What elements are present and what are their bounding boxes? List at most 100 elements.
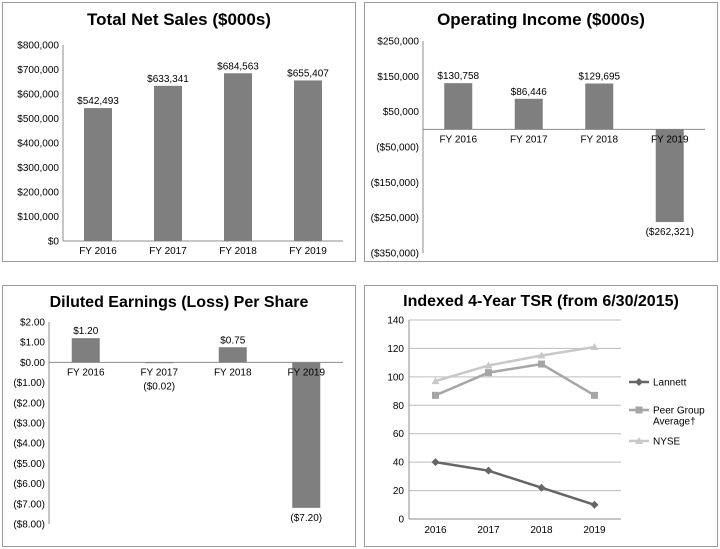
y-tick-label: $0 <box>48 237 60 248</box>
data-label: $542,493 <box>77 96 119 107</box>
y-tick-label: ($50,000) <box>376 143 419 154</box>
net-sales-bar-chart: $0 $100,000 $200,000 $300,000 $400,000 $500,0… <box>17 41 343 257</box>
data-point <box>484 466 493 475</box>
net-sales-chart-title: Total Net Sales ($000s) <box>87 10 271 29</box>
data-point <box>431 377 440 385</box>
y-tick-label: $50,000 <box>383 107 420 118</box>
data-label: ($7.20) <box>290 513 322 524</box>
y-tick-label: $300,000 <box>17 163 59 174</box>
data-label: $86,446 <box>511 87 548 98</box>
tsr-chart-title: Indexed 4-Year TSR (from 6/30/2015) <box>403 293 679 310</box>
data-label: ($0.02) <box>143 381 175 392</box>
y-tick-label: $500,000 <box>17 114 59 125</box>
data-label: $0.75 <box>220 335 245 346</box>
bar <box>655 129 684 223</box>
x-tick-label: 2016 <box>424 525 447 536</box>
x-tick-label: FY 2017 <box>140 367 178 378</box>
y-tick-label: ($7.00) <box>13 499 45 510</box>
y-tick-label: 100 <box>387 372 404 383</box>
y-tick-label: ($150,000) <box>371 178 419 189</box>
y-tick-label: $150,000 <box>377 72 419 83</box>
operating-income-chart-panel: Operating Income ($000s) $250,000 $150,00… <box>364 2 718 262</box>
data-label: $130,758 <box>437 71 479 82</box>
y-tick-label: $0.00 <box>20 358 45 369</box>
y-tick-label: ($2.00) <box>13 398 45 409</box>
x-tick-label: FY 2017 <box>149 246 187 257</box>
data-label: ($262,321) <box>646 227 694 238</box>
bar <box>224 73 252 241</box>
eps-chart-title: Diluted Earnings (Loss) Per Share <box>49 294 309 311</box>
tsr-line-chart: 0 20 40 60 80 100 120 140 2016 2017 2018 2019 Lannet… <box>387 316 705 537</box>
y-tick-label: ($4.00) <box>13 439 45 450</box>
y-tick-label: $700,000 <box>17 65 59 76</box>
series-line <box>435 460 595 506</box>
x-tick-label: FY 2018 <box>219 246 257 257</box>
bar <box>514 98 543 130</box>
bar <box>154 85 182 241</box>
x-tick-label: 2019 <box>583 525 606 536</box>
data-label: $633,341 <box>147 74 189 85</box>
y-tick-label: $200,000 <box>17 188 59 199</box>
series-line <box>435 345 595 383</box>
y-tick-label: ($250,000) <box>371 213 419 224</box>
bar <box>84 108 112 241</box>
data-label: $129,695 <box>578 72 620 83</box>
y-tick-label: 140 <box>387 316 404 327</box>
x-tick-label: FY 2016 <box>439 134 477 145</box>
tsr-chart-panel: Indexed 4-Year TSR (from 6/30/2015) 0 20 4… <box>364 285 718 547</box>
y-tick-label: $400,000 <box>17 139 59 150</box>
y-tick-label: ($8.00) <box>13 520 45 531</box>
data-label: $655,407 <box>287 68 329 79</box>
x-tick-label: FY 2017 <box>510 134 548 145</box>
x-tick-label: FY 2018 <box>580 134 618 145</box>
operating-income-chart-title: Operating Income ($000s) <box>437 10 645 29</box>
bar <box>292 362 321 508</box>
y-tick-label: $100,000 <box>17 212 59 223</box>
y-tick-label: $600,000 <box>17 90 59 101</box>
x-tick-label: FY 2018 <box>214 367 252 378</box>
y-tick-label: $800,000 <box>17 41 59 52</box>
y-tick-label: ($1.00) <box>13 378 45 389</box>
bar <box>444 83 473 130</box>
legend-marker <box>635 378 643 386</box>
net-sales-chart-panel: Total Net Sales ($000s) $0 $100,000 $200,0… <box>2 2 356 262</box>
legend-marker <box>635 437 643 444</box>
data-point <box>591 391 598 399</box>
x-tick-label: FY 2016 <box>79 246 117 257</box>
y-tick-label: ($350,000) <box>371 249 419 260</box>
data-point <box>537 351 546 359</box>
legend-label: Lannett <box>653 378 687 389</box>
y-tick-label: ($6.00) <box>13 479 45 490</box>
operating-income-bar-chart: $250,000 $150,000 $50,000 ($50,000) ($150,00… <box>371 37 705 260</box>
eps-bar-chart: $2.00 $1.00 $0.00 ($1.00) ($2.00) ($3.00) ($4.… <box>13 318 343 531</box>
x-tick-label: FY 2016 <box>67 367 105 378</box>
bar <box>294 80 322 241</box>
data-point <box>431 458 440 467</box>
y-tick-label: 60 <box>393 429 405 440</box>
x-tick-label: FY 2019 <box>287 367 325 378</box>
data-point <box>484 361 493 369</box>
data-point <box>485 369 492 377</box>
x-tick-label: FY 2019 <box>289 246 327 257</box>
legend-marker <box>635 406 643 414</box>
eps-chart-panel: Diluted Earnings (Loss) Per Share $2.00 $… <box>2 285 356 547</box>
bar <box>585 83 614 130</box>
data-point <box>590 343 599 351</box>
bar <box>145 362 174 364</box>
data-label: $1.20 <box>73 326 98 337</box>
data-point <box>590 500 599 509</box>
y-tick-label: ($5.00) <box>13 459 45 470</box>
data-label: $684,563 <box>217 61 259 72</box>
legend-label: Peer Group Average† <box>653 406 705 428</box>
bar <box>218 347 247 363</box>
y-tick-label: 40 <box>393 458 405 469</box>
y-tick-label: 0 <box>398 515 404 526</box>
y-tick-label: 120 <box>387 344 404 355</box>
data-point <box>537 483 546 492</box>
data-point <box>432 391 439 399</box>
y-tick-label: $2.00 <box>20 318 45 329</box>
y-tick-label: $1.00 <box>20 338 45 349</box>
y-tick-label: 80 <box>393 401 405 412</box>
y-tick-label: 20 <box>393 486 405 497</box>
x-tick-label: FY 2019 <box>651 134 689 145</box>
